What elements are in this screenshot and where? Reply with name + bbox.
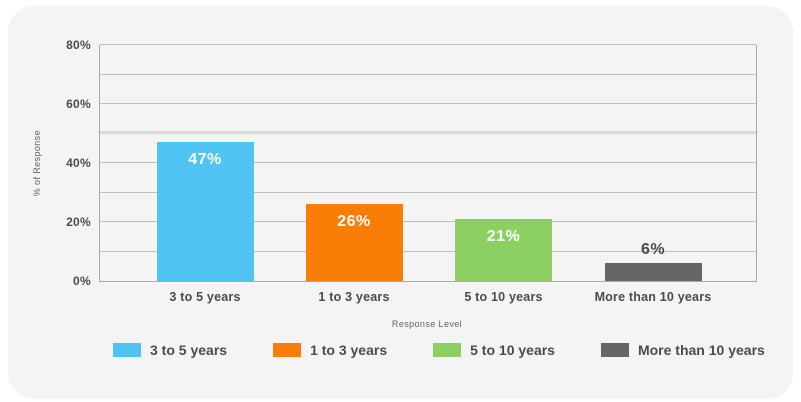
- chart-card: % of Response 0% 20% 40% 60% 80% 47% 3 to 5 ye…: [8, 6, 793, 399]
- legend-swatch-3-to-5-years: [113, 343, 141, 357]
- legend-label-5-to-10-years: 5 to 10 years: [470, 342, 555, 358]
- gridline-10: [100, 250, 756, 252]
- bar-more-than-10-years[interactable]: 6%: [604, 241, 702, 281]
- gridline-70: [100, 73, 756, 75]
- bar-5-to-10-years[interactable]: 21%: [455, 219, 552, 281]
- x-tick-label-5-to-10-years: 5 to 10 years: [464, 290, 543, 304]
- y-tick-label-60: 60%: [66, 97, 91, 111]
- legend-swatch-1-to-3-years: [273, 343, 302, 357]
- legend-label-more-than-10-years: More than 10 years: [637, 342, 765, 358]
- y-tick-label-20: 20%: [66, 215, 91, 229]
- legend-item-5-to-10-years[interactable]: 5 to 10 years: [433, 342, 555, 358]
- x-tick-label-1-to-3-years: 1 to 3 years: [318, 290, 390, 304]
- gridline-40: [100, 162, 756, 163]
- legend-item-3-to-5-years[interactable]: 3 to 5 years: [113, 342, 227, 358]
- gridline-50: [100, 130, 756, 134]
- legend-swatch-more-than-10-years: [600, 343, 629, 357]
- legend-item-more-than-10-years[interactable]: More than 10 years: [600, 342, 765, 358]
- legend-label-3-to-5-years: 3 to 5 years: [150, 342, 228, 358]
- value-label-3-to-5-years: 47%: [188, 151, 222, 169]
- legend-swatch-5-to-10-years: [433, 343, 462, 357]
- y-tick-label-40: 40%: [66, 156, 91, 170]
- bar-1-to-3-years[interactable]: 26%: [305, 204, 403, 281]
- value-label-5-to-10-years: 21%: [486, 228, 521, 246]
- legend-label-1-to-3-years: 1 to 3 years: [310, 342, 388, 358]
- value-label-1-to-3-years: 26%: [337, 213, 371, 231]
- value-label-more-than-10-years: 6%: [640, 241, 666, 259]
- gridline-30: [100, 191, 756, 193]
- gridline-60: [100, 103, 756, 104]
- gridline-20: [100, 221, 756, 222]
- bar-3-to-5-years[interactable]: 47%: [156, 142, 254, 281]
- x-tick-label-3-to-5-years: 3 to 5 years: [169, 290, 241, 304]
- y-axis-title-wrap: % of Response: [30, 45, 44, 281]
- plot-area: 0% 20% 40% 60% 80% 47% 3 to 5 years 26% 1 to 3 y…: [66, 38, 757, 304]
- x-tick-label-more-than-10-years: More than 10 years: [594, 290, 712, 304]
- legend-item-1-to-3-years[interactable]: 1 to 3 years: [273, 342, 387, 358]
- x-axis-title: Response Level: [391, 319, 463, 329]
- y-tick-label-0: 0%: [73, 274, 91, 288]
- y-axis-title: % of Response: [32, 129, 42, 197]
- legend: 3 to 5 years 1 to 3 years 5 to 10 years Mor…: [113, 341, 765, 359]
- gridline-80: [100, 44, 756, 45]
- y-tick-label-80: 80%: [66, 38, 91, 52]
